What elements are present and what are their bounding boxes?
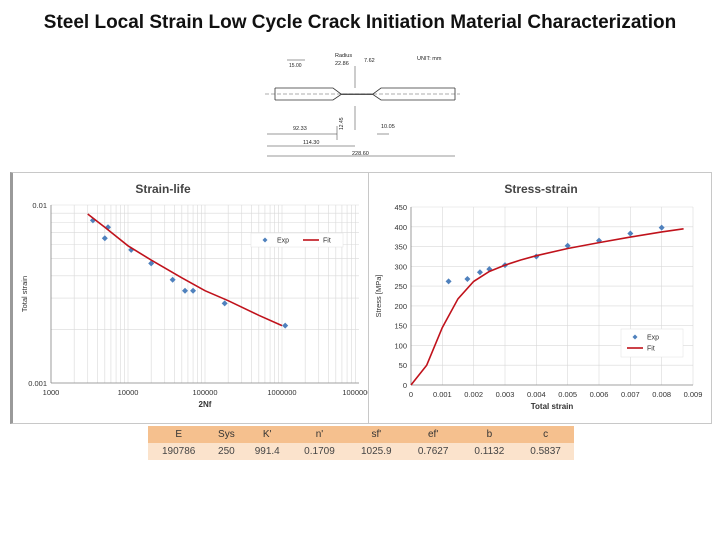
exp-point: [282, 322, 289, 329]
grid: [410, 206, 694, 386]
exp-point: [262, 237, 268, 243]
value-cell: 0.1132: [461, 443, 518, 460]
legend-box: [250, 232, 344, 248]
exp-point: [632, 334, 638, 340]
x-tick-label: 0.004: [527, 390, 546, 399]
y-tick-label: 0.001: [28, 379, 47, 388]
fit-line: [410, 228, 684, 386]
strain-life-panel: 1000 10000 100000 1000000 10000000 0.001 0.01 S…: [10, 172, 376, 424]
legend-label: Fit: [647, 346, 655, 353]
x-tick-label: 0.005: [558, 390, 577, 399]
y-axis-label: Stress [MPa]: [374, 275, 383, 318]
exp-point: [169, 276, 176, 283]
header-cell: c: [517, 426, 574, 443]
x-tick-label: 0.007: [621, 390, 640, 399]
header-cell: Sys: [209, 426, 244, 443]
exp-point: [627, 230, 634, 237]
specimen-radius-value: 22.86: [335, 61, 349, 67]
header-cell: sf': [347, 426, 405, 443]
y-tick-label: 300: [394, 262, 407, 271]
value-cell: 1025.9: [347, 443, 405, 460]
x-tick-label: 1000000: [267, 388, 296, 397]
material-properties-table: E Sys K' n' sf' ef' b c 190786 250 991.4…: [148, 426, 574, 460]
specimen-gauge-length: 12.45: [339, 117, 345, 130]
exp-point: [476, 269, 483, 276]
stress-strain-chart: 0 0.001 0.002 0.003 0.004 0.005 0.006 0.007 0.00…: [374, 182, 703, 411]
x-tick-label: 1000: [43, 388, 60, 397]
exp-point: [486, 266, 493, 273]
y-tick-label: 250: [394, 282, 407, 291]
value-cell: 190786: [148, 443, 210, 460]
exp-point: [190, 287, 197, 294]
value-cell: 0.7627: [404, 443, 462, 460]
y-axis-label: Total strain: [20, 276, 29, 312]
x-tick-label: 0.008: [652, 390, 671, 399]
properties-value-row: 190786 250 991.4 0.1709 1025.9 0.7627 0.…: [148, 443, 574, 460]
y-tick-label: 100: [394, 341, 407, 350]
specimen-unit-label: UNIT: mm: [417, 56, 442, 62]
x-axis-label: Total strain: [531, 402, 574, 411]
x-tick-label: 0.009: [684, 390, 703, 399]
exp-point: [445, 278, 452, 285]
x-tick-label: 0.002: [464, 390, 483, 399]
x-axis-label: 2Nf: [199, 400, 212, 409]
x-tick-label: 100000: [192, 388, 217, 397]
specimen-diam-grip: 15.00: [289, 63, 302, 69]
x-tick-label: 10000000: [342, 388, 368, 397]
exp-series: [445, 224, 665, 285]
exp-point: [221, 300, 228, 307]
y-tick-label: 350: [394, 243, 407, 252]
y-tick-label: 400: [394, 223, 407, 232]
legend-label: Exp: [277, 238, 289, 245]
header-cell: E: [148, 426, 210, 443]
value-cell: 0.5837: [517, 443, 574, 460]
stress-strain-panel: 0 0.001 0.002 0.003 0.004 0.005 0.006 0.007 0.00…: [368, 172, 712, 424]
specimen-shoulder: 10.05: [381, 124, 395, 130]
legend-label: Exp: [647, 335, 659, 342]
chart-title: Stress-strain: [504, 182, 577, 196]
grid: [50, 204, 359, 384]
header-cell: K': [243, 426, 292, 443]
header-cell: b: [461, 426, 518, 443]
x-tick-label: 0: [409, 390, 413, 399]
y-tick-label: 200: [394, 302, 407, 311]
specimen-total-length: 228.60: [352, 151, 369, 157]
specimen-radius-label: Radius: [335, 53, 352, 59]
value-cell: 0.1709: [291, 443, 348, 460]
y-tick-label: 150: [394, 322, 407, 331]
exp-point: [101, 235, 108, 242]
exp-point: [464, 275, 471, 282]
x-tick-label: 0.003: [496, 390, 515, 399]
exp-point: [182, 287, 189, 294]
x-tick-label: 10000: [118, 388, 139, 397]
properties-header-row: E Sys K' n' sf' ef' b c: [148, 426, 574, 443]
legend-label: Fit: [323, 238, 331, 245]
y-tick-label: 0: [403, 381, 407, 390]
y-tick-label: 50: [399, 361, 407, 370]
strain-life-chart: 1000 10000 100000 1000000 10000000 0.001 0.01 S…: [20, 182, 376, 409]
chart-title: Strain-life: [135, 182, 191, 196]
exp-point: [564, 242, 571, 249]
exp-point: [89, 217, 96, 224]
value-cell: 250: [209, 443, 244, 460]
fit-line: [87, 213, 283, 327]
header-cell: ef': [404, 426, 462, 443]
x-tick-label: 0.001: [433, 390, 452, 399]
y-tick-label: 0.01: [32, 201, 47, 210]
x-tick-label: 0.006: [590, 390, 609, 399]
exp-point: [148, 260, 155, 267]
legend: Exp Fit: [250, 232, 344, 248]
legend: Exp Fit: [620, 328, 684, 358]
exp-point: [658, 224, 665, 231]
y-tick-label: 450: [394, 203, 407, 212]
header-cell: n': [291, 426, 348, 443]
page-title: Steel Local Strain Low Cycle Crack Initi…: [43, 12, 677, 33]
specimen-grip-length: 92.33: [293, 126, 307, 132]
value-cell: 991.4: [243, 443, 292, 460]
legend-box: [620, 328, 684, 358]
specimen-diam-gauge: 7.62: [364, 58, 375, 64]
specimen-half-length: 114.30: [303, 140, 319, 146]
specimen-drawing: UNIT: mm Radius 22.86 15.00 7.62 12.45 9…: [265, 53, 460, 157]
